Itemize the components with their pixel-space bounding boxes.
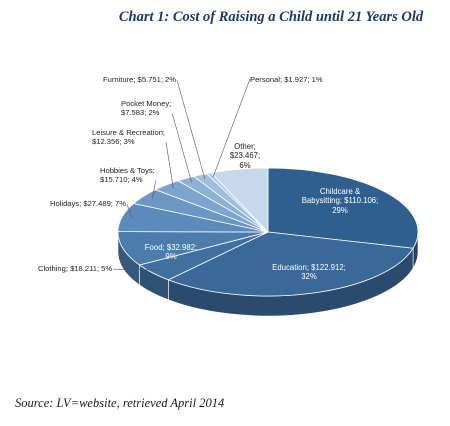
slice-label-line: Childcare & (319, 187, 361, 196)
slice-label-line: Other; (234, 142, 256, 151)
slice-label-line: $15.710; 4% (100, 175, 143, 185)
slice-label-line: Education; $122.912; (272, 263, 346, 272)
slice-label-education: Education; $122.912; 32% (272, 263, 346, 282)
slice-label-line: Furniture; $5.751; 2% (103, 75, 177, 84)
slice-label-line: Clothing; $18.211; 5% (38, 264, 113, 273)
leader-furniture (176, 80, 206, 179)
leader-hobbies-toys (151, 180, 157, 199)
leader-clothing (113, 268, 161, 271)
slice-label-furniture: Furniture; $5.751; 2% (103, 75, 176, 84)
slice-label-line: Pocket Money; (121, 99, 172, 108)
slice-childcare-babysitting (267, 167, 419, 249)
slice-label-leisure-recreation: Leisure & Recreation; $12.356; 3% (92, 128, 165, 146)
pie-top-faces (117, 167, 419, 297)
slice-label-line: 29% (332, 205, 348, 215)
slice-label-pocket-money: Pocket Money; $7.583; 2% (121, 99, 171, 117)
slice-label-clothing: Clothing; $18.211; 5% (38, 264, 112, 273)
slice-label-line: Food; $32.982; (144, 243, 198, 252)
slice-label-line: Hobbies & Toys; (100, 166, 155, 175)
slice-food (117, 231, 269, 266)
slice-label-line: $12.356; 3% (92, 137, 135, 147)
slice-label-childcare-babysitting: Childcare & Babysitting; $110.106; 29% (302, 187, 379, 215)
slice-label-line: 32% (301, 272, 317, 282)
slice-label-other: Other; $23.467; 6% (230, 142, 260, 170)
slice-label-food: Food; $32.982; 9% (145, 243, 197, 262)
leader-pocket-money (171, 113, 192, 183)
slice-label-line: Holidays; $27.489; 7% (50, 199, 126, 208)
slice-label-line: Babysitting; $110.106; (301, 196, 379, 206)
slice-label-line: $7.583; 2% (121, 108, 160, 118)
slice-label-personal: Personal; $1.927; 1% (250, 75, 323, 84)
slice-label-line: 9% (165, 252, 177, 262)
slice-label-line: $23.467; (229, 151, 261, 161)
slice-label-hobbies-toys: Hobbies & Toys; $15.710; 4% (100, 166, 155, 184)
slice-label-holidays: Holidays; $27.489; 7% (50, 199, 126, 208)
leader-personal (212, 78, 251, 178)
slice-label-line: 6% (239, 160, 251, 170)
source-note: Source: LV=website, retrieved April 2014 (15, 396, 225, 410)
chart-title: Chart 1: Cost of Raising a Child until 2… (118, 9, 424, 25)
slice-label-line: Leisure & Recreation; (92, 128, 166, 137)
slice-other (210, 167, 269, 233)
leader-lines (113, 78, 251, 271)
leader-leisure-recreation (165, 142, 174, 189)
leader-holidays (126, 204, 133, 219)
slice-education (167, 231, 414, 297)
slice-label-line: Personal; $1.927; 1% (250, 75, 323, 84)
